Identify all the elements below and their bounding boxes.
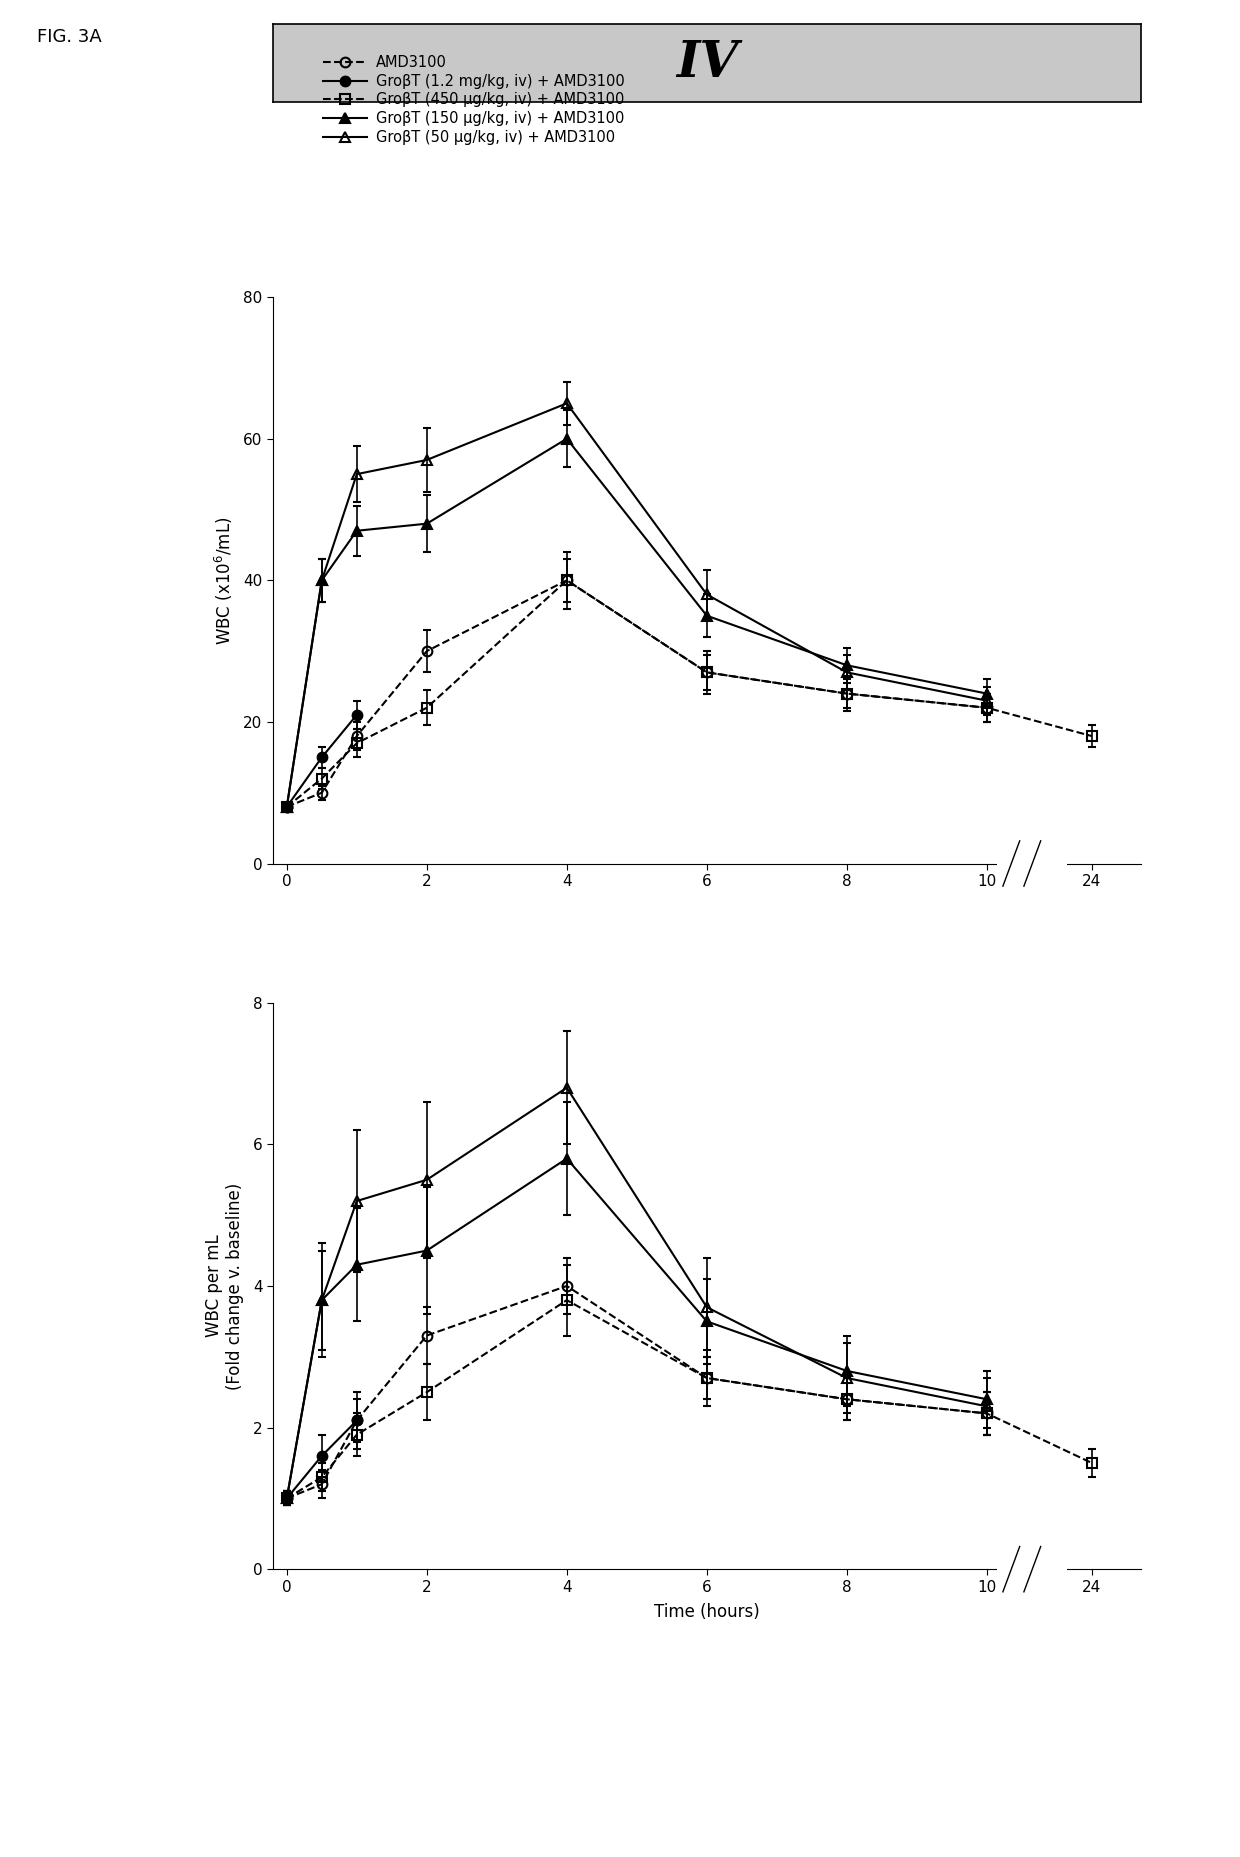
Bar [997, 1558, 1068, 1614]
Bar [997, 852, 1068, 908]
Y-axis label: WBC (x10$^6$/mL): WBC (x10$^6$/mL) [212, 516, 234, 644]
Text: IV: IV [676, 39, 738, 87]
X-axis label: Time (hours): Time (hours) [653, 1603, 760, 1621]
Text: FIG. 3A: FIG. 3A [37, 28, 102, 46]
Legend: AMD3100, GroβT (1.2 mg/kg, iv) + AMD3100, GroβT (450 μg/kg, iv) + AMD3100, GroβT: AMD3100, GroβT (1.2 mg/kg, iv) + AMD3100… [324, 56, 625, 145]
Y-axis label: WBC per mL
(Fold change v. baseline): WBC per mL (Fold change v. baseline) [206, 1183, 244, 1389]
